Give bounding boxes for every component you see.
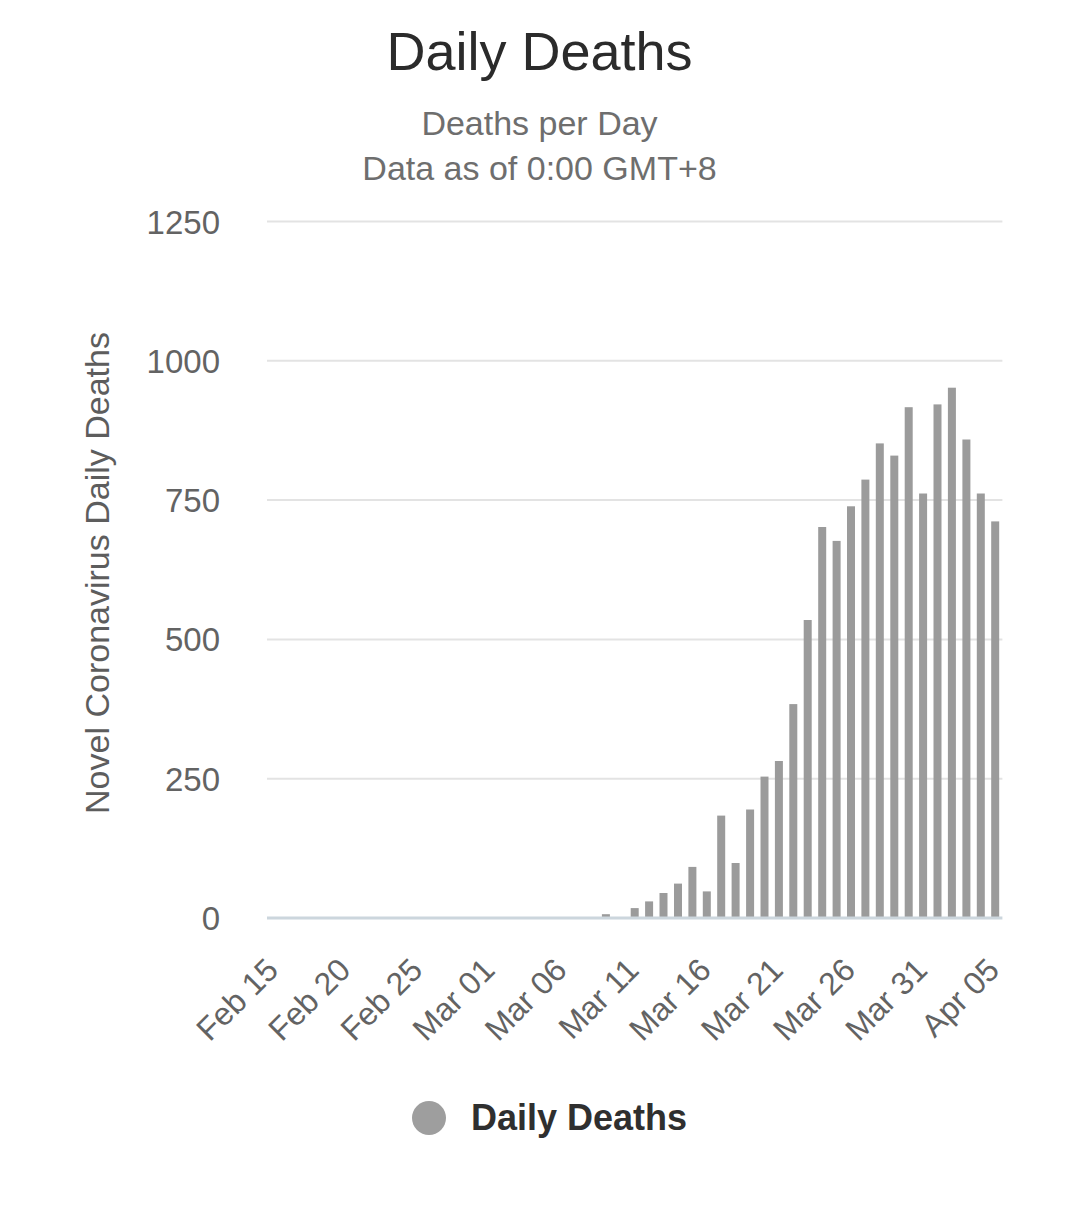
bar-mar-23[interactable]	[804, 620, 812, 917]
bar-mar-20[interactable]	[761, 777, 769, 917]
bar-mar-14[interactable]	[674, 884, 682, 917]
bar-mar-11[interactable]	[631, 908, 639, 917]
x-tick-label-mar-16: Mar 16	[622, 951, 718, 1047]
y-tick-label-500: 500	[165, 621, 220, 658]
y-axis-title: Novel Coronavirus Daily Deaths	[78, 332, 116, 814]
bar-mar-30[interactable]	[905, 407, 913, 917]
bar-mar-26[interactable]	[847, 506, 855, 917]
legend-marker-icon	[412, 1101, 446, 1135]
bar-mar-12[interactable]	[645, 901, 653, 917]
bar-apr-02[interactable]	[948, 388, 956, 917]
bar-mar-18[interactable]	[732, 863, 740, 917]
x-axis-line	[267, 917, 1002, 920]
legend-label: Daily Deaths	[471, 1097, 687, 1139]
x-tick-label-mar-26: Mar 26	[766, 951, 862, 1047]
bar-apr-03[interactable]	[962, 440, 970, 918]
bar-apr-04[interactable]	[977, 494, 985, 918]
bar-mar-29[interactable]	[890, 456, 898, 917]
bar-mar-28[interactable]	[876, 443, 884, 917]
bar-apr-05[interactable]	[991, 521, 999, 917]
bar-mar-27[interactable]	[861, 480, 869, 917]
chart-page: Daily Deaths Deaths per Day Data as of 0…	[0, 0, 1079, 1216]
bar-mar-13[interactable]	[660, 893, 668, 917]
bar-mar-16[interactable]	[703, 891, 711, 917]
bar-mar-15[interactable]	[688, 867, 696, 917]
y-tick-label-750: 750	[165, 482, 220, 519]
x-tick-label-mar-21: Mar 21	[694, 951, 790, 1047]
bar-mar-25[interactable]	[833, 541, 841, 917]
y-tick-label-0: 0	[202, 900, 220, 937]
y-tick-label-1000: 1000	[147, 343, 220, 380]
legend[interactable]: Daily Deaths	[412, 1097, 687, 1139]
x-tick-label-mar-31: Mar 31	[838, 951, 934, 1047]
bar-mar-31[interactable]	[919, 494, 927, 918]
bar-mar-19[interactable]	[746, 810, 754, 918]
x-tick-label-feb-25: Feb 25	[333, 951, 429, 1047]
x-tick-label-mar-01: Mar 01	[406, 951, 502, 1047]
bar-apr-01[interactable]	[934, 404, 942, 917]
y-tick-label-1250: 1250	[147, 204, 220, 241]
daily-deaths-bar-chart: 025050075010001250Feb 15Feb 20Feb 25Mar …	[0, 0, 1079, 1216]
bar-mar-22[interactable]	[789, 704, 797, 917]
x-tick-label-feb-20: Feb 20	[261, 951, 357, 1047]
y-tick-label-250: 250	[165, 761, 220, 798]
bar-mar-24[interactable]	[818, 527, 826, 917]
x-tick-label-apr-05: Apr 05	[914, 951, 1006, 1043]
bar-mar-17[interactable]	[717, 816, 725, 917]
x-tick-label-feb-15: Feb 15	[189, 951, 285, 1047]
bar-mar-21[interactable]	[775, 761, 783, 917]
x-tick-label-mar-06: Mar 06	[478, 951, 574, 1047]
